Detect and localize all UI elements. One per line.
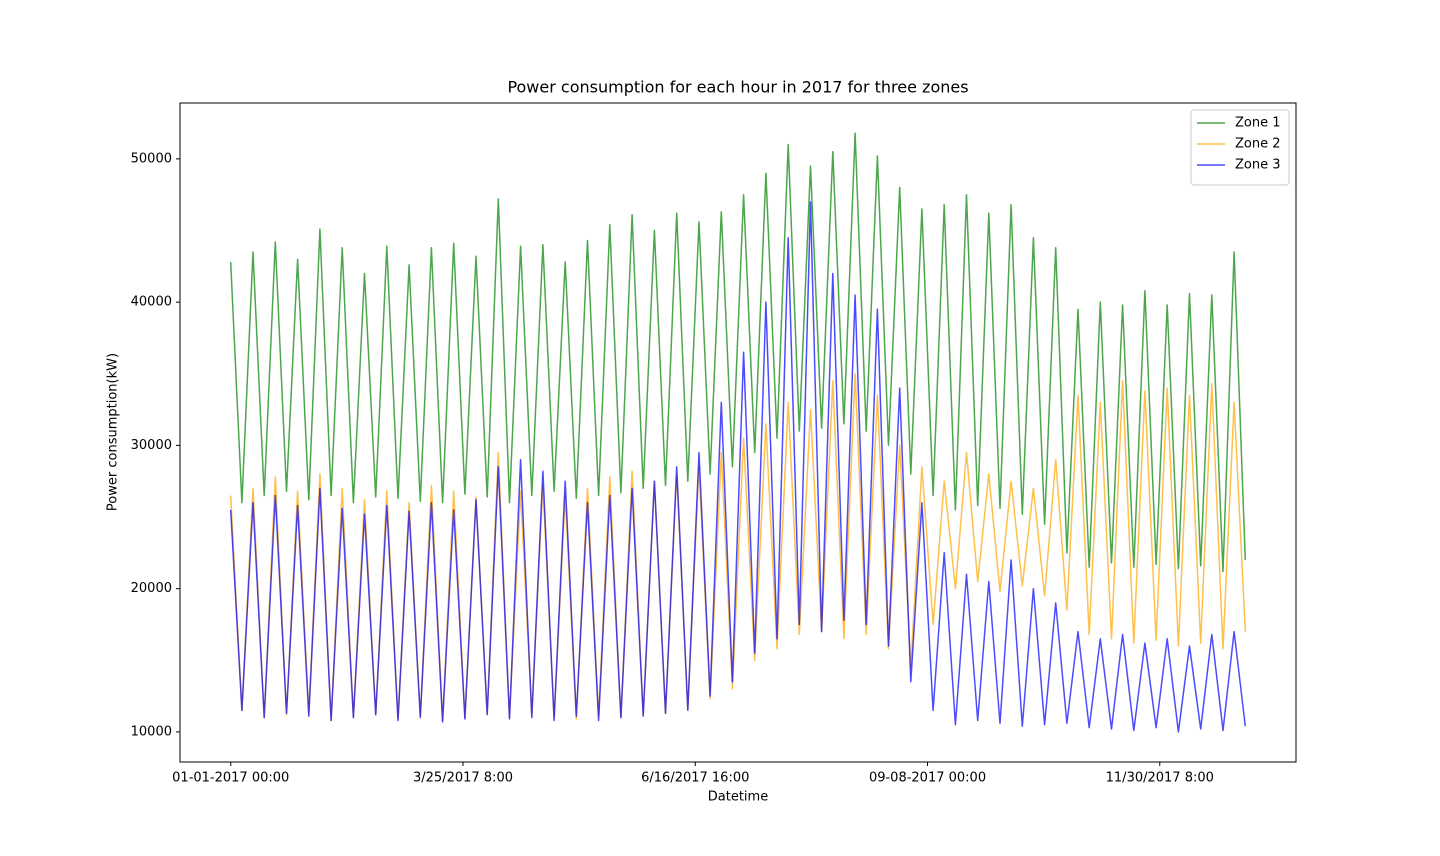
x-tick-label: 01-01-2017 00:00 [172, 771, 289, 786]
x-tick-label: 6/16/2017 16:00 [641, 771, 749, 786]
y-tick-label: 40000 [131, 295, 172, 310]
chart-title: Power consumption for each hour in 2017 … [507, 78, 968, 97]
x-tick-label: 09-08-2017 00:00 [869, 771, 986, 786]
y-axis-label: Power consumption(kW) [106, 353, 121, 511]
y-tick-label: 20000 [131, 581, 172, 596]
y-tick-label: 30000 [131, 438, 172, 453]
y-tick-label: 50000 [131, 151, 172, 166]
plot-frame [179, 102, 1297, 763]
series-line [229, 201, 1247, 733]
series-line [229, 132, 1247, 573]
legend-label: Zone 1 [1235, 116, 1281, 131]
x-tick-label: 3/25/2017 8:00 [413, 771, 513, 786]
legend-label: Zone 3 [1235, 158, 1281, 173]
x-tick-label: 11/30/2017 8:00 [1106, 771, 1214, 786]
x-axis-label: Datetime [708, 790, 768, 805]
y-tick-label: 10000 [131, 724, 172, 739]
legend-label: Zone 2 [1235, 137, 1281, 152]
legend-box [1190, 109, 1290, 186]
